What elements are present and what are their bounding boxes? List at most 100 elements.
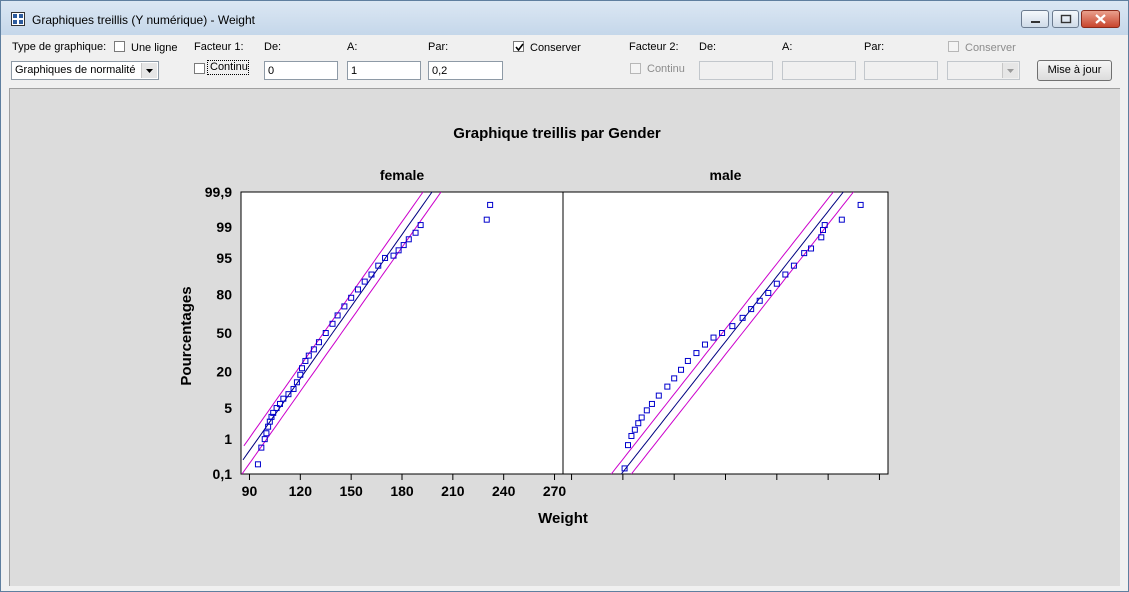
factor1-continu-label[interactable]: Continu: [207, 60, 249, 75]
chart-type-label: Type de graphique:: [12, 41, 107, 53]
x-axis-label: Weight: [538, 510, 588, 527]
factor1-label: Facteur 1:: [194, 41, 244, 53]
data-point: [628, 432, 635, 439]
maximize-button[interactable]: [1052, 10, 1079, 28]
factor2-from-input[interactable]: [699, 61, 773, 80]
x-tick-label: 210: [441, 483, 465, 499]
data-point: [263, 430, 270, 437]
data-point: [290, 385, 297, 392]
y-tick-label: 80: [216, 287, 232, 303]
factor1-keep-checkbox[interactable]: [513, 41, 524, 52]
factor2-to-input[interactable]: [782, 61, 856, 80]
plot-panel-female: [240, 191, 564, 475]
factor2-continu-checkbox[interactable]: [630, 63, 641, 74]
factor2-keep-label: Conserver: [965, 42, 1016, 54]
data-point: [631, 426, 638, 433]
data-point: [329, 320, 336, 327]
data-point: [655, 392, 662, 399]
y-tick-label: 1: [224, 431, 232, 447]
data-point: [268, 413, 275, 420]
y-tick-label: 95: [216, 250, 232, 266]
y-tick-label: 0,1: [213, 466, 233, 482]
horizontal-scrollbar[interactable]: [1, 586, 1128, 591]
data-point: [302, 357, 309, 364]
chevron-down-icon: [1007, 69, 1014, 73]
data-point: [258, 444, 265, 451]
data-point: [315, 339, 322, 346]
data-point: [382, 254, 389, 261]
data-point: [818, 234, 825, 241]
data-point: [254, 461, 261, 468]
trellis-chart: Graphique treillis par Gender Pourcentag…: [178, 125, 889, 527]
data-point: [368, 271, 375, 278]
data-point: [293, 379, 300, 386]
data-point: [412, 229, 419, 236]
factor2-select[interactable]: [947, 61, 1020, 80]
data-point: [400, 242, 407, 249]
minimize-button[interactable]: [1021, 10, 1049, 28]
data-point: [348, 294, 355, 301]
data-point: [276, 400, 283, 407]
data-point: [361, 278, 368, 285]
data-point: [417, 222, 424, 229]
factor2-step-label: Par:: [864, 41, 885, 53]
data-point: [395, 247, 402, 254]
factor1-keep-label: Conserver: [530, 42, 581, 54]
y-axis-label: Pourcentages: [178, 286, 195, 385]
close-button[interactable]: [1081, 10, 1120, 28]
chart-type-value: Graphiques de normalité: [15, 64, 136, 76]
factor2-keep-checkbox[interactable]: [948, 41, 959, 52]
x-tick-label: 180: [390, 483, 414, 499]
factor1-continu-checkbox[interactable]: [194, 63, 205, 74]
data-point: [354, 286, 361, 293]
x-tick-label: 150: [339, 483, 363, 499]
data-point: [297, 371, 304, 378]
data-point: [790, 262, 797, 269]
data-point: [693, 350, 700, 357]
y-tick-label: 50: [216, 325, 232, 341]
data-point: [487, 201, 494, 208]
factor1-from-input[interactable]: [264, 61, 338, 80]
data-point: [405, 236, 412, 243]
data-point: [664, 383, 671, 390]
data-point: [648, 400, 655, 407]
data-point: [838, 216, 845, 223]
data-point: [285, 391, 292, 398]
data-point: [635, 420, 642, 427]
y-tick-label: 5: [224, 400, 232, 416]
lower-limit-line-male: [610, 191, 834, 475]
factor1-step-input[interactable]: [428, 61, 503, 80]
title-bar[interactable]: Graphiques treillis (Y numérique) - Weig…: [1, 1, 1128, 35]
one-line-label: Une ligne: [131, 42, 178, 54]
chart-type-select[interactable]: Graphiques de normalité: [11, 61, 159, 80]
factor1-from-label: De:: [264, 41, 282, 53]
data-point: [270, 409, 277, 416]
factor2-continu-label: Continu: [647, 63, 685, 75]
data-point: [299, 365, 306, 372]
upper-limit-line-female: [241, 191, 442, 475]
data-point: [773, 280, 780, 287]
data-point: [756, 297, 763, 304]
data-point: [808, 245, 815, 252]
update-button[interactable]: Mise à jour: [1037, 60, 1112, 81]
data-point: [261, 436, 268, 443]
checkmark-icon: [515, 43, 524, 52]
factor2-label: Facteur 2:: [629, 41, 679, 53]
one-line-checkbox[interactable]: [114, 41, 125, 52]
factor1-to-input[interactable]: [347, 61, 421, 80]
factor2-step-input[interactable]: [864, 61, 938, 80]
minimize-icon: [1031, 21, 1040, 23]
vertical-scrollbar[interactable]: [1120, 88, 1128, 586]
x-tick-label: 240: [492, 483, 516, 499]
panel-title-female: female: [380, 167, 425, 183]
data-point: [375, 262, 382, 269]
chart-title: Graphique treillis par Gender: [453, 125, 661, 142]
data-point: [684, 357, 691, 364]
data-point: [305, 352, 312, 359]
maximize-icon: [1060, 14, 1072, 24]
upper-limit-line-male: [631, 191, 854, 475]
data-point: [821, 222, 828, 229]
window-title: Graphiques treillis (Y numérique) - Weig…: [32, 13, 255, 27]
data-point: [280, 395, 287, 402]
data-point: [765, 289, 772, 296]
